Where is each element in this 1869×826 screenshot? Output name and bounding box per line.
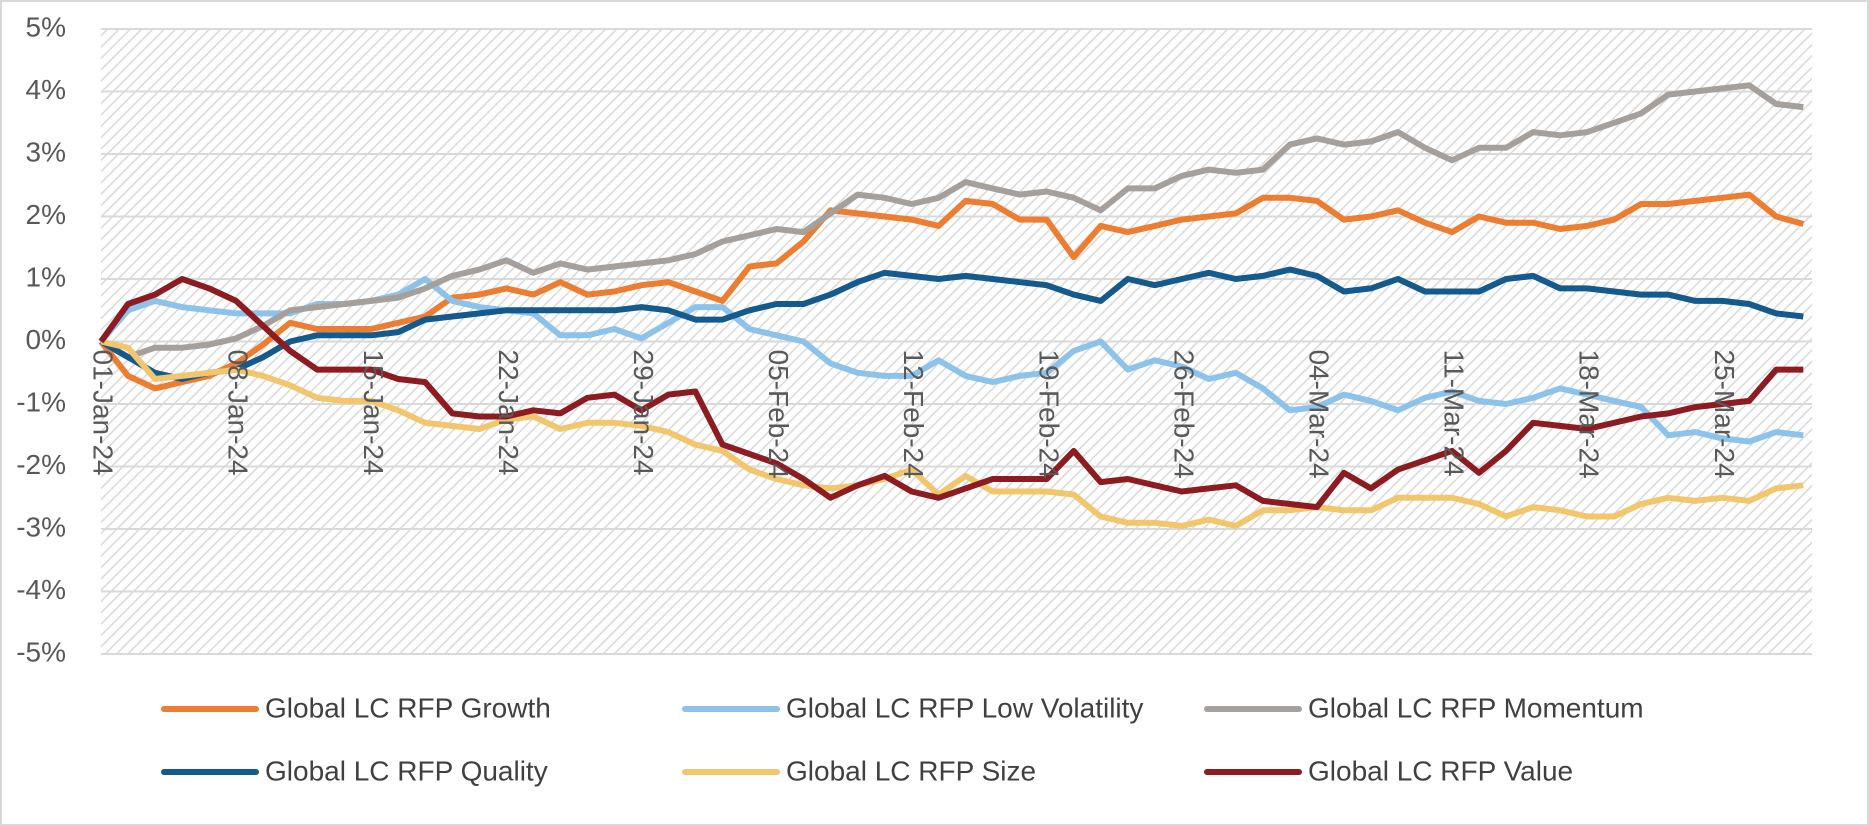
- x-tick-label: 29-Jan-24: [628, 350, 659, 476]
- x-tick-label: 15-Jan-24: [358, 350, 389, 476]
- y-tick-label: 5%: [26, 11, 66, 42]
- x-tick-label: 26-Feb-24: [1168, 350, 1199, 479]
- x-tick-label: 19-Feb-24: [1033, 350, 1064, 479]
- y-tick-label: -1%: [16, 386, 66, 417]
- legend-label: Global LC RFP Low Volatility: [786, 692, 1143, 723]
- series-line: [98, 191, 1805, 392]
- legend-label: Global LC RFP Momentum: [1308, 692, 1644, 723]
- x-tick-label: 25-Mar-24: [1709, 350, 1740, 479]
- y-tick-label: 1%: [26, 261, 66, 292]
- series-line: [98, 276, 1804, 511]
- y-tick-label: -2%: [16, 449, 66, 480]
- axis-labels: -5% -4% -3% -2% -1% 0% 1% 2% 3% 4% 5% 01-Jan-24 08-J…: [16, 11, 1740, 667]
- x-tick-label: 04-Mar-24: [1304, 350, 1335, 479]
- x-tick-label: 12-Feb-24: [898, 350, 929, 479]
- x-tick-label: 05-Feb-24: [763, 350, 794, 479]
- y-tick-label: 3%: [26, 136, 66, 167]
- x-tick-label: 08-Jan-24: [223, 350, 254, 476]
- x-tick-label: 18-Mar-24: [1574, 350, 1605, 479]
- y-tick-label: 4%: [26, 74, 66, 105]
- legend-label: Global LC RFP Size: [786, 755, 1036, 786]
- legend-label: Global LC RFP Quality: [265, 755, 548, 786]
- x-tick-label: 01-Jan-24: [88, 350, 119, 476]
- x-tick-label: 22-Jan-24: [493, 350, 524, 476]
- series-line: [100, 338, 1804, 529]
- series-lines: [98, 82, 1805, 529]
- series-line: [99, 82, 1804, 361]
- legend: Global LC RFP Growth Global LC RFP Low Vo…: [161, 692, 1644, 786]
- y-tick-label: 2%: [26, 199, 66, 230]
- x-tick-label: 11-Mar-24: [1439, 350, 1470, 477]
- series-line: [99, 266, 1804, 382]
- y-tick-label: 0%: [26, 324, 66, 355]
- legend-label: Global LC RFP Growth: [265, 692, 551, 723]
- y-tick-label: -3%: [16, 511, 66, 542]
- legend-label: Global LC RFP Value: [1308, 755, 1573, 786]
- y-tick-label: -5%: [16, 636, 66, 667]
- y-tick-label: -4%: [16, 574, 66, 605]
